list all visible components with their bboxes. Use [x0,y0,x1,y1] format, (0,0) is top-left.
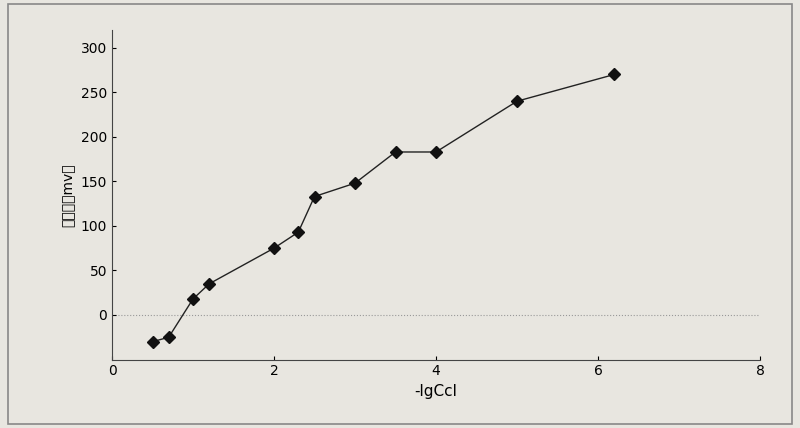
X-axis label: -lgCcl: -lgCcl [414,384,458,399]
Y-axis label: 电动势（mv）: 电动势（mv） [62,163,75,226]
